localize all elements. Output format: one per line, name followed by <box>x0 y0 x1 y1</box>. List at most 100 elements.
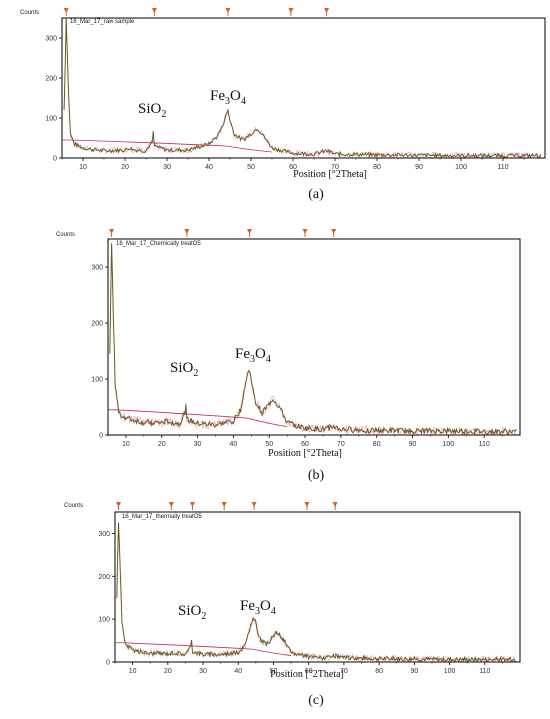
y-tick-label: 100 <box>98 617 110 624</box>
x-ticks-b: 10 20 30 40 50 60 70 80 90 100 110 <box>107 435 503 448</box>
x-tick-label: 90 <box>409 441 417 448</box>
x-ticks-a: 10 20 30 40 50 60 70 80 90 100 110 <box>61 158 525 171</box>
sample-title-c: 16_Mar_17_thermally treatO5 <box>122 514 202 520</box>
y-tick-label: 0 <box>99 433 103 440</box>
x-tick-label: 30 <box>163 164 171 171</box>
x-tick-label: 100 <box>444 668 456 675</box>
x-axis-title-a: Position [°2Theta] <box>293 169 367 180</box>
y-tick-label: 200 <box>98 574 110 581</box>
pattern-noise-c <box>116 522 517 664</box>
x-tick-label: 110 <box>479 441 490 448</box>
x-tick-label: 80 <box>375 668 383 675</box>
reference-marker <box>184 229 190 237</box>
fe3o4-peak-label-a: Fe3O4 <box>210 88 246 107</box>
reference-marker <box>189 502 195 510</box>
x-tick-label: 30 <box>194 441 202 448</box>
y-tick-label: 300 <box>91 265 103 272</box>
x-tick-label: 10 <box>129 668 137 675</box>
reference-markers-c <box>116 502 338 510</box>
plot-frame-a <box>61 17 546 159</box>
x-tick-label: 80 <box>373 441 381 448</box>
x-axis-title-c: Position [°2Theta] <box>270 669 344 680</box>
y-axis-title-b: Counts <box>56 232 75 238</box>
y-ticks-b: 0 100 200 300 <box>91 265 108 440</box>
x-tick-label: 10 <box>122 441 130 448</box>
x-tick-label: 20 <box>164 668 172 675</box>
background-baseline-c <box>115 642 292 656</box>
xrd-panel-a: Counts 16_Mar_17_raw sample 0 100 200 300 1… <box>0 0 550 205</box>
panel-label-c: (c) <box>308 693 324 708</box>
reference-marker <box>225 8 231 16</box>
plot-frame-c <box>114 511 521 663</box>
y-ticks-c: 0 100 200 300 <box>98 531 115 667</box>
x-tick-label: 60 <box>301 441 309 448</box>
panel-label-a: (a) <box>308 187 324 202</box>
x-tick-label: 20 <box>121 164 129 171</box>
x-tick-label: 90 <box>410 668 418 675</box>
x-tick-label: 50 <box>265 441 273 448</box>
plot-frame-b <box>107 238 521 436</box>
y-tick-label: 100 <box>91 377 103 384</box>
x-tick-label: 110 <box>479 668 490 675</box>
reference-marker <box>302 229 308 237</box>
reference-marker <box>332 502 338 510</box>
xrd-chart-a: Counts 16_Mar_17_raw sample 0 100 200 300 1… <box>20 8 546 202</box>
sample-title-b: 16_Mar_17_Chemically treatO5 <box>116 241 201 247</box>
x-tick-label: 110 <box>497 164 508 171</box>
y-axis-title-c: Counts <box>64 503 83 509</box>
reference-marker <box>168 502 174 510</box>
x-axis-title-b: Position [°2Theta] <box>268 448 342 459</box>
sio2-peak-label-a: SiO2 <box>138 101 166 120</box>
reference-marker <box>304 502 310 510</box>
reference-markers-b <box>109 229 337 237</box>
x-tick-label: 60 <box>289 164 297 171</box>
y-tick-label: 0 <box>106 660 110 667</box>
sample-title-a: 16_Mar_17_raw sample <box>70 19 135 25</box>
sio2-peak-label-c: SiO2 <box>178 603 206 622</box>
y-tick-label: 0 <box>53 156 57 163</box>
x-tick-label: 20 <box>158 441 166 448</box>
x-tick-label: 70 <box>337 441 345 448</box>
x-tick-label: 70 <box>340 668 348 675</box>
x-tick-label: 50 <box>270 668 278 675</box>
reference-marker <box>116 502 122 510</box>
x-tick-label: 100 <box>455 164 467 171</box>
y-tick-label: 200 <box>45 76 57 83</box>
pattern-noise-b <box>109 246 517 436</box>
x-tick-label: 50 <box>247 164 255 171</box>
y-axis-title-a: Counts <box>20 10 39 16</box>
xrd-chart-c: Counts 16_Mar_17_thermally treatO5 0 100 2… <box>64 502 521 708</box>
diffraction-pattern-c <box>116 522 517 664</box>
reference-marker <box>324 8 330 16</box>
reference-marker <box>63 8 69 16</box>
x-tick-label: 90 <box>415 164 423 171</box>
x-tick-label: 40 <box>234 668 242 675</box>
y-tick-label: 100 <box>45 116 57 123</box>
reference-marker <box>109 229 115 237</box>
xrd-chart-b: Counts 16_Mar_17_Chemically treatO5 0100… <box>56 229 521 483</box>
x-tick-label: 40 <box>229 441 237 448</box>
reference-marker <box>247 229 253 237</box>
reference-marker <box>288 8 294 16</box>
reference-marker <box>151 8 157 16</box>
fe3o4-peak-label-b: Fe3O4 <box>235 346 271 365</box>
reference-marker <box>221 502 227 510</box>
xrd-panel-b: Counts 16_Mar_17_Chemically treatO5 0 100… <box>0 222 550 492</box>
x-ticks-c: 10 20 30 40 50 60 70 80 90 100 110 <box>114 662 503 675</box>
y-ticks-a: 0 100 200 300 <box>45 36 62 163</box>
reference-marker <box>251 502 257 510</box>
diffraction-pattern-b <box>109 243 517 436</box>
sio2-peak-label-b: SiO2 <box>170 360 198 379</box>
pattern-noise-a <box>63 17 541 160</box>
y-tick-label: 200 <box>91 321 103 328</box>
x-tick-label: 30 <box>199 668 207 675</box>
panel-label-b: (b) <box>308 468 325 483</box>
y-tick-label: 300 <box>45 36 57 43</box>
x-tick-label: 60 <box>305 668 313 675</box>
y-tick-label: 300 <box>98 531 110 538</box>
x-tick-label: 70 <box>331 164 339 171</box>
diffraction-pattern-a <box>63 18 542 160</box>
x-tick-label: 100 <box>443 441 455 448</box>
xrd-panel-c: Counts 16_Mar_17_thermally treatO5 0 100 2… <box>0 490 550 714</box>
fe3o4-peak-label-c: Fe3O4 <box>240 598 276 617</box>
